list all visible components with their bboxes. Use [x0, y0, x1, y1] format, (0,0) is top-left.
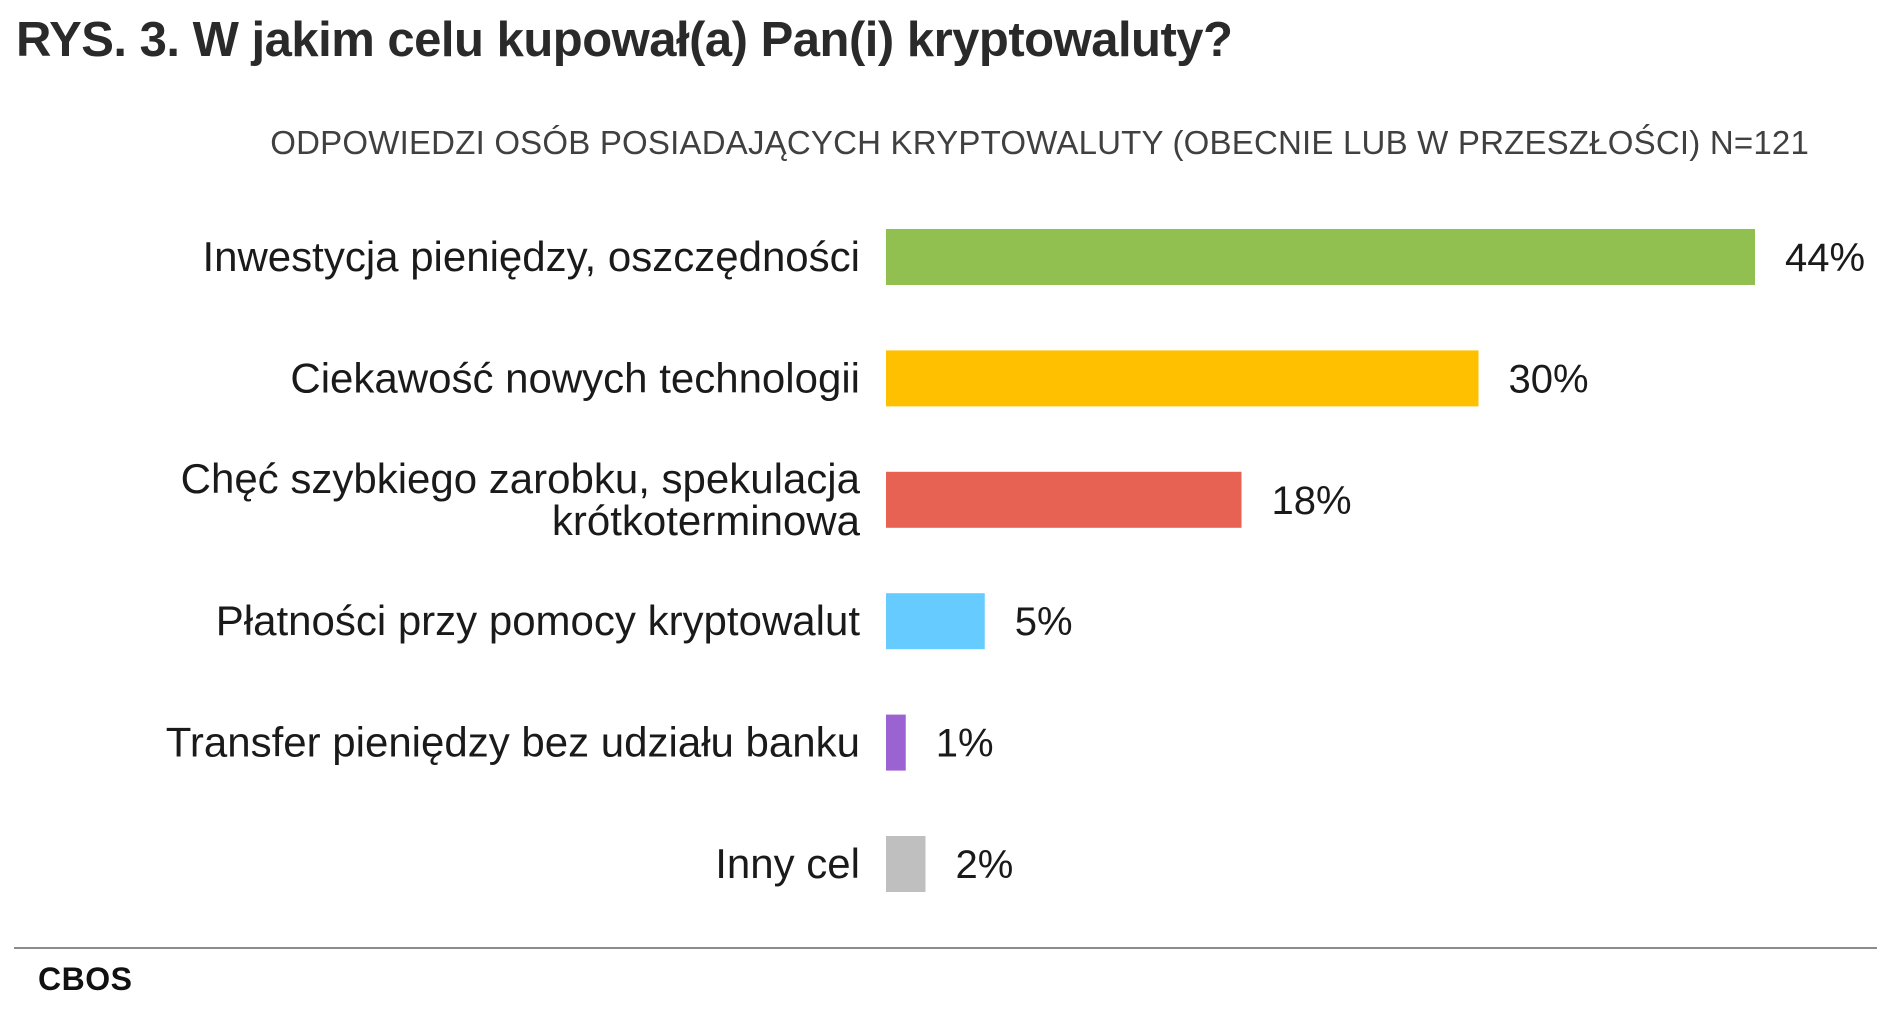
value-label-4: 1% — [936, 722, 994, 766]
bar-1 — [886, 350, 1479, 407]
category-label-4: Transfer pieniędzy bez udziału banku — [166, 719, 860, 766]
bar-4 — [886, 714, 906, 771]
bar-chart: Inwestycja pieniędzy, oszczędności 44% Cie… — [166, 229, 1865, 892]
bar-3 — [886, 593, 985, 650]
footer-divider — [14, 947, 1877, 949]
bar-0 — [886, 229, 1755, 285]
value-label-5: 2% — [956, 843, 1014, 887]
bar-2 — [886, 471, 1242, 528]
chart-title: RYS. 3. W jakim celu kupował(a) Pan(i) k… — [16, 13, 1233, 67]
category-label-0: Inwestycja pieniędzy, oszczędności — [202, 233, 860, 280]
value-label-2: 18% — [1272, 479, 1352, 523]
value-label-0: 44% — [1785, 236, 1865, 280]
category-label-3: Płatności przy pomocy kryptowalut — [216, 597, 861, 644]
chart-subtitle: ODPOWIEDZI OSÓB POSIADAJĄCYCH KRYPTOWALU… — [270, 124, 1809, 161]
category-label-2: Chęć szybkiego zarobku, spekulacja krótko… — [181, 455, 861, 544]
value-label-1: 30% — [1509, 357, 1589, 401]
source-label: CBOS — [38, 961, 133, 997]
category-label-5: Inny cel — [715, 840, 860, 887]
category-label-1: Ciekawość nowych technologii — [290, 354, 860, 401]
bar-5 — [886, 836, 926, 892]
value-label-3: 5% — [1015, 600, 1073, 644]
